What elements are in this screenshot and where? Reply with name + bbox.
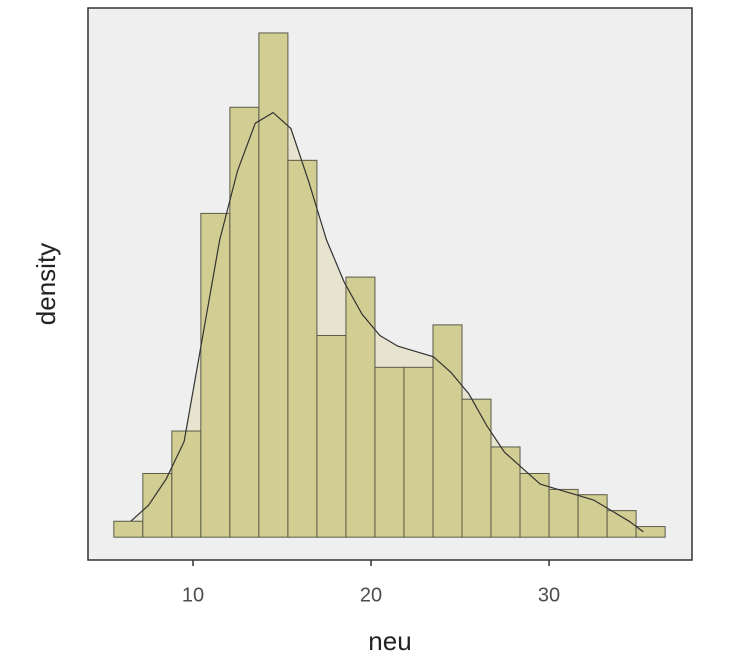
bar: [374, 366, 405, 538]
bar: [287, 159, 318, 538]
x-tick-label: 30: [538, 584, 560, 606]
bar: [142, 472, 173, 538]
bar: [606, 510, 637, 538]
bar: [635, 526, 666, 538]
bar: [461, 398, 492, 538]
bar: [316, 334, 347, 538]
x-tick-label: 20: [360, 584, 382, 606]
bar: [548, 488, 579, 538]
bar: [171, 430, 202, 538]
bar: [432, 324, 463, 538]
plot-area: [113, 32, 666, 538]
x-axis-title: neu: [368, 626, 411, 656]
bar: [490, 446, 521, 538]
x-tick-label: 10: [182, 584, 204, 606]
bar: [403, 366, 434, 538]
bar: [229, 106, 260, 538]
density-line: [130, 111, 644, 533]
bar: [345, 276, 376, 538]
bar: [113, 520, 144, 538]
bar: [258, 32, 289, 538]
y-axis-title: density: [31, 243, 61, 325]
bar: [519, 472, 550, 538]
panel-border: [87, 7, 693, 561]
bar: [577, 494, 608, 538]
